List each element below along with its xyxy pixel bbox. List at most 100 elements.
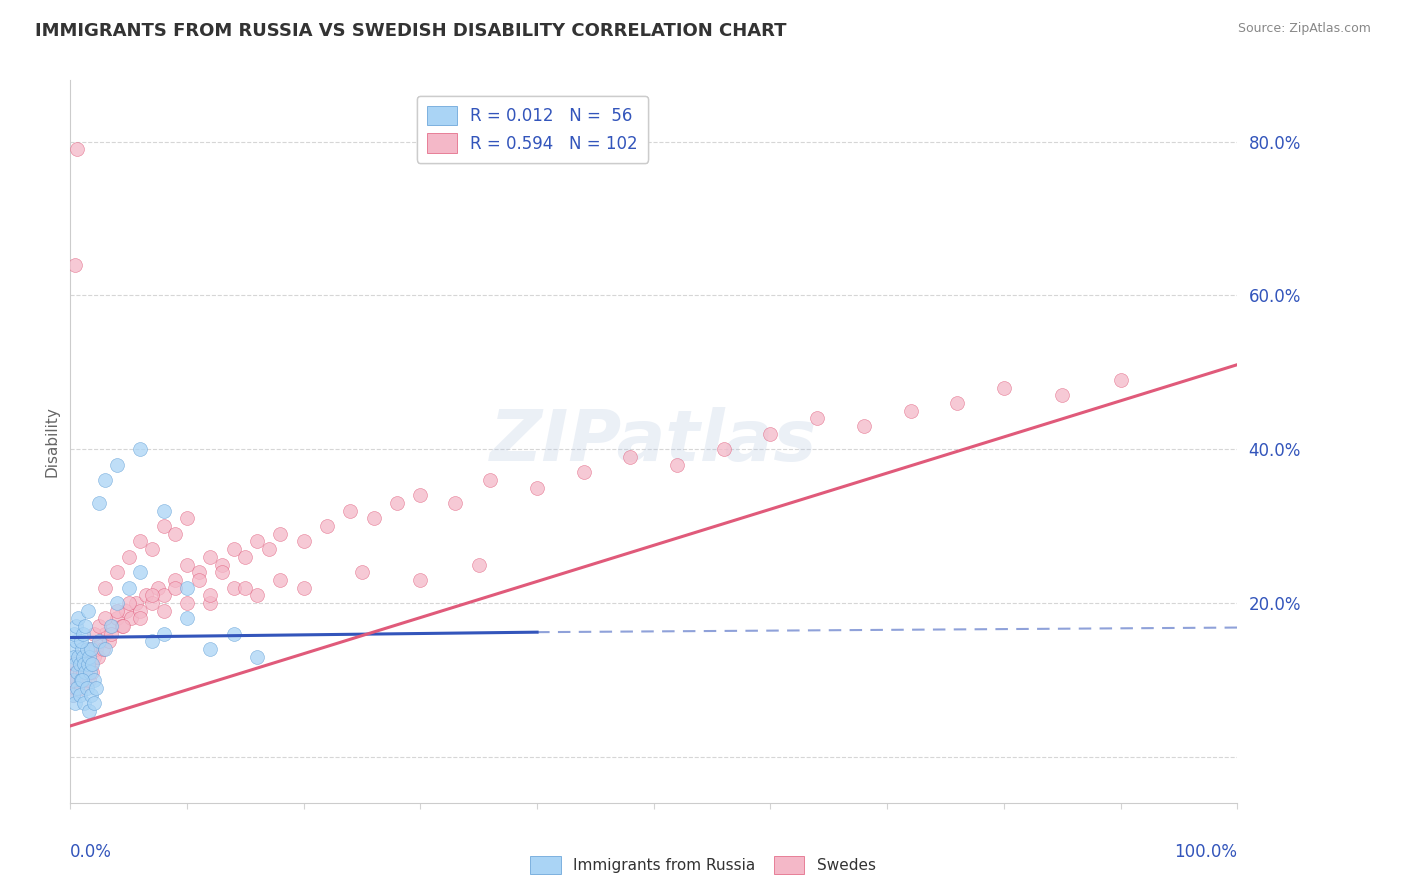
Point (76, 604, 98, 618)
Point (94, 642, 117, 657)
Point (246, 649, 269, 664)
Point (141, 634, 163, 648)
Point (479, 473, 502, 487)
Point (69, 634, 91, 648)
Point (141, 588, 163, 602)
Point (105, 565, 128, 579)
Point (993, 381, 1015, 395)
Point (76, 665, 98, 680)
Point (233, 581, 256, 595)
Point (222, 626, 245, 640)
Point (152, 626, 174, 640)
Point (124, 596, 146, 610)
Point (84, 681, 107, 695)
Point (1109, 373, 1132, 387)
Point (73, 657, 96, 672)
Point (100, 626, 122, 640)
Point (200, 588, 222, 602)
Point (94, 581, 117, 595)
Point (75, 665, 97, 680)
Point (70, 642, 93, 657)
Point (200, 642, 222, 657)
Point (70, 673, 93, 687)
Point (211, 558, 233, 572)
Point (76, 657, 98, 672)
Point (67, 611, 90, 625)
Point (62, 673, 84, 687)
Point (619, 450, 641, 464)
Point (76, 657, 98, 672)
Point (292, 581, 315, 595)
Point (69, 673, 91, 687)
Point (82, 657, 104, 672)
Text: ZIPatlas: ZIPatlas (491, 407, 817, 476)
Point (118, 581, 141, 595)
Point (572, 465, 595, 479)
Point (69, 665, 91, 680)
Point (176, 558, 198, 572)
Point (176, 511, 198, 525)
Point (105, 596, 128, 610)
Point (89, 496, 111, 510)
Point (80, 688, 103, 702)
Point (187, 565, 209, 579)
Point (89, 619, 111, 633)
Point (83, 696, 105, 710)
Point (105, 458, 128, 472)
Point (77, 673, 100, 687)
Point (62, 688, 84, 702)
Point (211, 565, 233, 579)
Point (233, 549, 256, 564)
Point (101, 619, 124, 633)
Point (176, 611, 198, 625)
Point (72, 649, 94, 664)
Point (62, 649, 84, 664)
Point (72, 626, 94, 640)
Point (62, 688, 84, 702)
Point (63, 657, 86, 672)
Point (467, 558, 491, 572)
Point (111, 619, 134, 633)
Point (100, 619, 122, 633)
Point (176, 596, 198, 610)
Point (146, 581, 169, 595)
Point (900, 404, 922, 418)
Point (409, 488, 432, 502)
Text: Source: ZipAtlas.com: Source: ZipAtlas.com (1237, 22, 1371, 36)
Point (76, 642, 98, 657)
Point (269, 526, 291, 541)
Point (165, 526, 187, 541)
Point (77, 704, 100, 718)
Point (63, 696, 86, 710)
Point (80, 642, 103, 657)
Point (129, 604, 152, 618)
Point (222, 581, 245, 595)
Point (152, 604, 174, 618)
Point (129, 565, 152, 579)
Point (257, 542, 280, 557)
Point (105, 604, 128, 618)
Point (67, 649, 90, 664)
Point (63, 258, 86, 272)
Point (80, 657, 103, 672)
Legend: Immigrants from Russia, Swedes: Immigrants from Russia, Swedes (524, 850, 882, 880)
Point (222, 542, 245, 557)
Point (91, 642, 114, 657)
Point (105, 611, 128, 625)
Point (66, 673, 89, 687)
Point (806, 411, 828, 425)
Point (87, 649, 110, 664)
Point (90, 634, 112, 648)
Point (152, 504, 174, 518)
Point (84, 642, 107, 657)
Point (141, 542, 163, 557)
Point (75, 649, 97, 664)
Point (115, 604, 138, 618)
Point (165, 573, 187, 587)
Point (852, 419, 875, 434)
Point (60, 642, 83, 657)
Y-axis label: Disability: Disability (44, 406, 59, 477)
Point (97, 634, 120, 648)
Point (83, 673, 105, 687)
Point (946, 396, 969, 410)
